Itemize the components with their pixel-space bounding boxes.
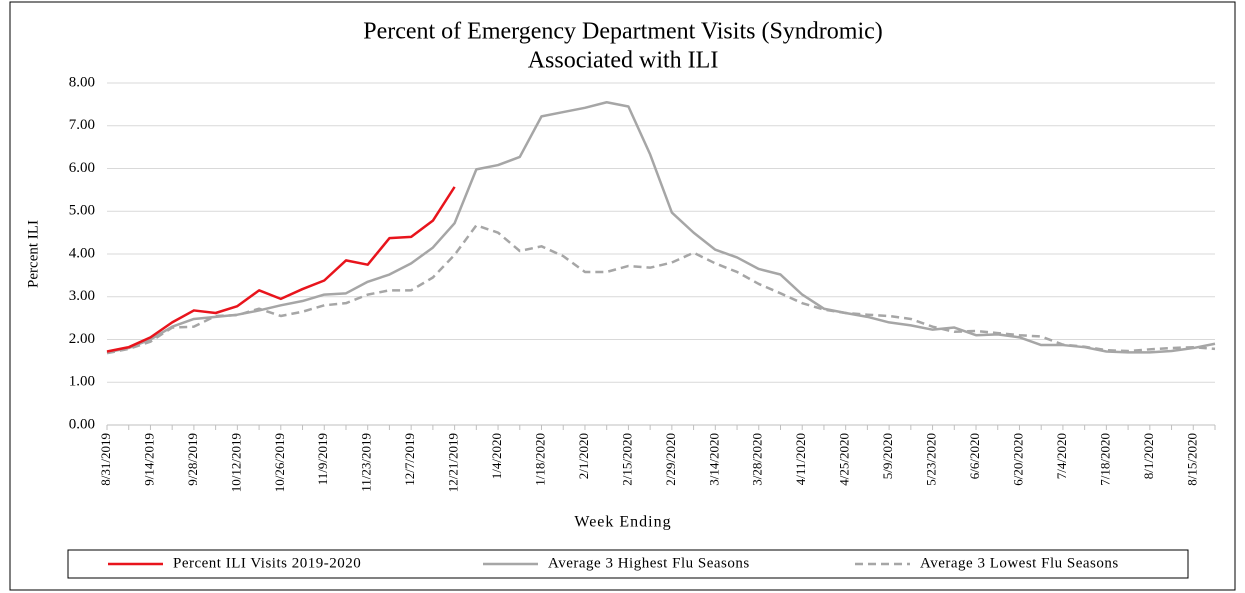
legend-box	[67, 549, 1189, 579]
x-tick-label: 3/14/2020	[706, 433, 721, 486]
x-tick-label: 12/21/2019	[446, 433, 461, 492]
x-tick-label: 6/6/2020	[967, 433, 982, 479]
legend-label: Average 3 Highest Flu Seasons	[548, 555, 750, 571]
y-tick-label: 3.00	[69, 288, 95, 304]
legend-label: Average 3 Lowest Flu Seasons	[920, 555, 1119, 571]
x-tick-label: 11/23/2019	[359, 433, 374, 492]
y-tick-label: 1.00	[69, 374, 95, 390]
x-tick-label: 7/18/2020	[1097, 433, 1112, 486]
x-tick-label: 4/25/2020	[837, 433, 852, 486]
x-tick-label: 4/11/2020	[793, 433, 808, 485]
x-tick-label: 1/4/2020	[489, 433, 504, 479]
x-tick-label: 7/4/2020	[1054, 433, 1069, 479]
chart-title: Percent of Emergency Department Visits (…	[363, 19, 883, 45]
x-tick-label: 2/15/2020	[619, 433, 634, 486]
x-tick-label: 10/26/2019	[272, 433, 287, 492]
x-axis-label: Week Ending	[574, 514, 671, 531]
y-tick-label: 0.00	[69, 416, 95, 432]
x-tick-label: 11/9/2019	[315, 433, 330, 485]
x-tick-label: 5/23/2020	[924, 433, 939, 486]
series-line	[106, 186, 456, 353]
x-tick-label: 3/28/2020	[750, 433, 765, 486]
series-line	[106, 100, 1216, 354]
x-tick-label: 8/31/2019	[98, 433, 113, 486]
y-tick-label: 6.00	[69, 160, 95, 176]
x-tick-label: 2/1/2020	[576, 433, 591, 479]
x-tick-label: 5/9/2020	[880, 433, 895, 479]
y-tick-label: 2.00	[69, 331, 95, 347]
x-tick-label: 2/29/2020	[663, 433, 678, 486]
y-tick-label: 8.00	[69, 74, 95, 90]
chart-border	[9, 1, 1236, 591]
x-tick-label: 12/7/2019	[402, 433, 417, 486]
y-tick-label: 4.00	[69, 245, 95, 261]
series-line	[106, 224, 1216, 355]
legend-label: Percent ILI Visits 2019-2020	[173, 555, 361, 571]
chart-title: Associated with ILI	[528, 48, 719, 74]
y-axis-label: Percent ILI	[25, 220, 41, 288]
y-tick-label: 7.00	[69, 117, 95, 133]
x-tick-label: 8/1/2020	[1141, 433, 1156, 479]
x-tick-label: 8/15/2020	[1184, 433, 1199, 486]
x-tick-label: 9/28/2019	[185, 433, 200, 486]
y-tick-label: 5.00	[69, 203, 95, 219]
x-tick-label: 6/20/2020	[1010, 433, 1025, 486]
x-tick-label: 10/12/2019	[228, 433, 243, 492]
x-tick-label: 9/14/2019	[141, 433, 156, 486]
x-tick-label: 1/18/2020	[532, 433, 547, 486]
